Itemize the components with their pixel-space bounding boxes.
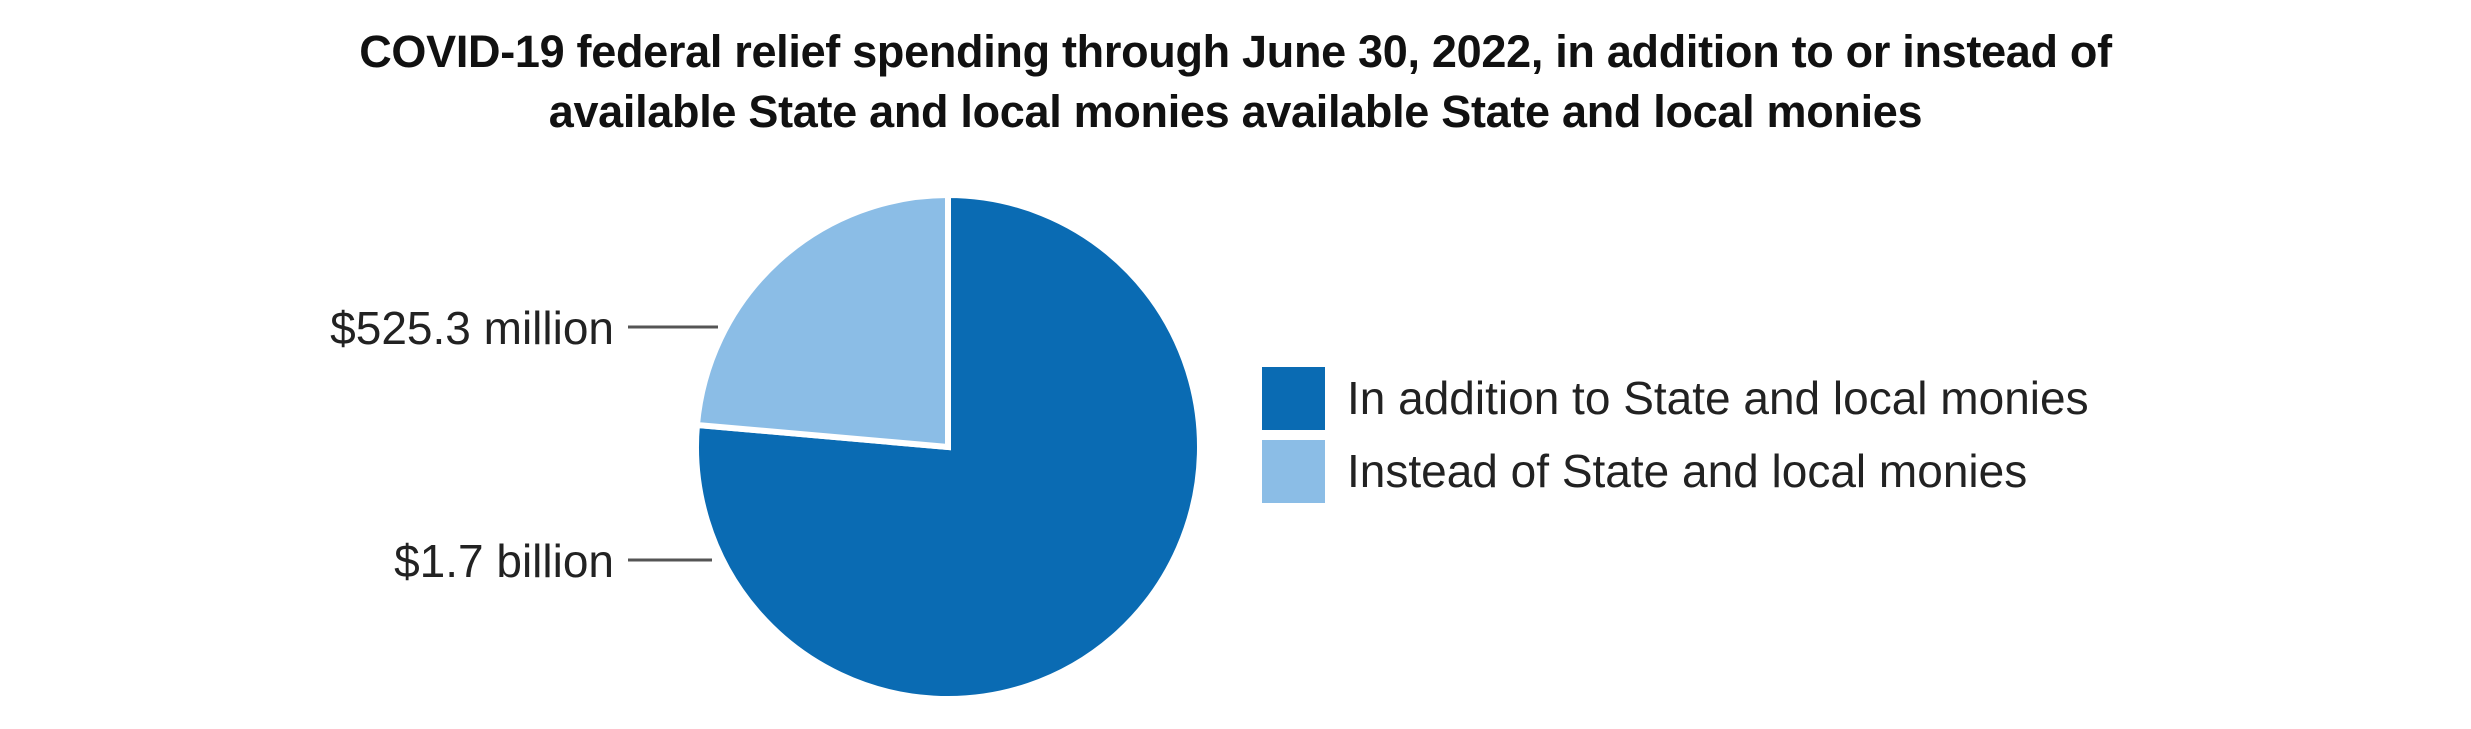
legend-item-in-addition: In addition to State and local monies — [1262, 366, 2089, 430]
pie-slices — [693, 191, 1203, 702]
chart-title-line-2: available State and local monies availab… — [548, 86, 1923, 137]
legend-swatch-instead — [1262, 439, 1325, 503]
pie-slice-instead — [693, 191, 951, 451]
legend-label-in-addition: In addition to State and local monies — [1347, 372, 2089, 424]
data-label-in-addition: $1.7 billion — [394, 535, 614, 587]
legend-label-instead: Instead of State and local monies — [1347, 445, 2028, 497]
chart-title-line-1: COVID-19 federal relief spending through… — [359, 26, 2112, 77]
legend-swatch-in-addition — [1262, 366, 1325, 430]
legend-item-instead: Instead of State and local monies — [1262, 439, 2089, 503]
legend: In addition to State and local monies In… — [1262, 366, 2089, 512]
data-label-instead: $525.3 million — [330, 302, 614, 354]
chart-title: COVID-19 federal relief spending through… — [0, 22, 2471, 142]
